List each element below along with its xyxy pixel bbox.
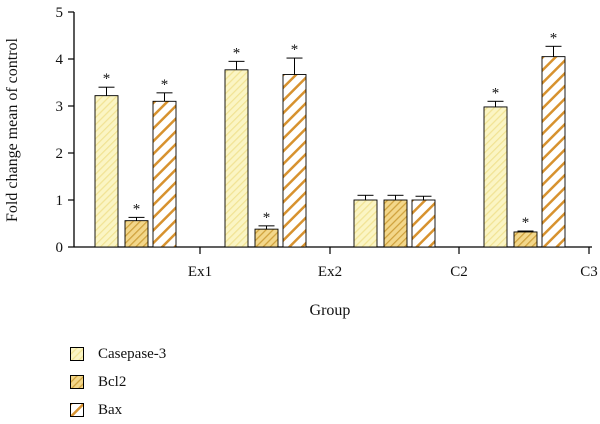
bar-chart: Fold change mean of control Group 0 1 2 3 4 5… — [4, 5, 598, 319]
significance-marker: * — [291, 42, 299, 58]
y-tick-label: 1 — [56, 193, 64, 209]
y-tick-label: 2 — [56, 146, 64, 162]
legend: Casepase-3 Bcl2 Bax — [70, 340, 166, 424]
significance-marker: * — [263, 210, 271, 226]
significance-marker: * — [492, 85, 500, 101]
x-tick-label: Ex1 — [188, 264, 212, 280]
x-tick-label: C3 — [580, 264, 598, 280]
bar-bcl2-ex2 — [254, 228, 279, 248]
bar-bax-c2 — [411, 199, 436, 248]
bars: * * * * * * * * * — [94, 30, 566, 248]
significance-marker: * — [550, 30, 558, 46]
significance-marker: * — [161, 77, 169, 93]
legend-swatch-bax — [70, 403, 84, 417]
legend-item-casepase3: Casepase-3 — [70, 340, 166, 368]
bar-bcl2-c3 — [513, 231, 538, 248]
significance-marker: * — [103, 71, 111, 87]
significance-marker: * — [233, 45, 241, 61]
significance-marker: * — [522, 215, 530, 231]
y-tick-label: 4 — [56, 52, 64, 68]
y-tick-label: 3 — [56, 99, 64, 115]
bar-casepase3-ex1 — [94, 95, 119, 248]
y-tick-label: 5 — [56, 5, 64, 21]
bar-bax-ex1 — [152, 100, 177, 248]
legend-item-bcl2: Bcl2 — [70, 368, 166, 396]
bar-bcl2-c2 — [383, 199, 408, 248]
y-axis-title: Fold change mean of control — [4, 37, 21, 222]
bar-bax-ex2 — [282, 74, 307, 248]
legend-swatch-bcl2 — [70, 375, 84, 389]
x-tick-label: C2 — [450, 264, 468, 280]
legend-label-bcl2: Bcl2 — [98, 373, 127, 390]
x-axis-title: Group — [310, 302, 351, 319]
bar-casepase3-c2 — [353, 199, 378, 248]
y-tick-label: 0 — [56, 240, 64, 256]
x-tick-label: Ex2 — [318, 264, 342, 280]
legend-label-bax: Bax — [98, 401, 123, 418]
bar-casepase3-c3 — [483, 106, 508, 248]
bar-bcl2-ex1 — [124, 220, 149, 248]
legend-item-bax: Bax — [70, 396, 166, 424]
bar-bax-c3 — [541, 56, 566, 248]
legend-swatch-casepase3 — [70, 347, 84, 361]
significance-marker: * — [133, 201, 141, 217]
bar-casepase3-ex2 — [224, 69, 249, 248]
legend-label-casepase3: Casepase-3 — [98, 345, 167, 362]
